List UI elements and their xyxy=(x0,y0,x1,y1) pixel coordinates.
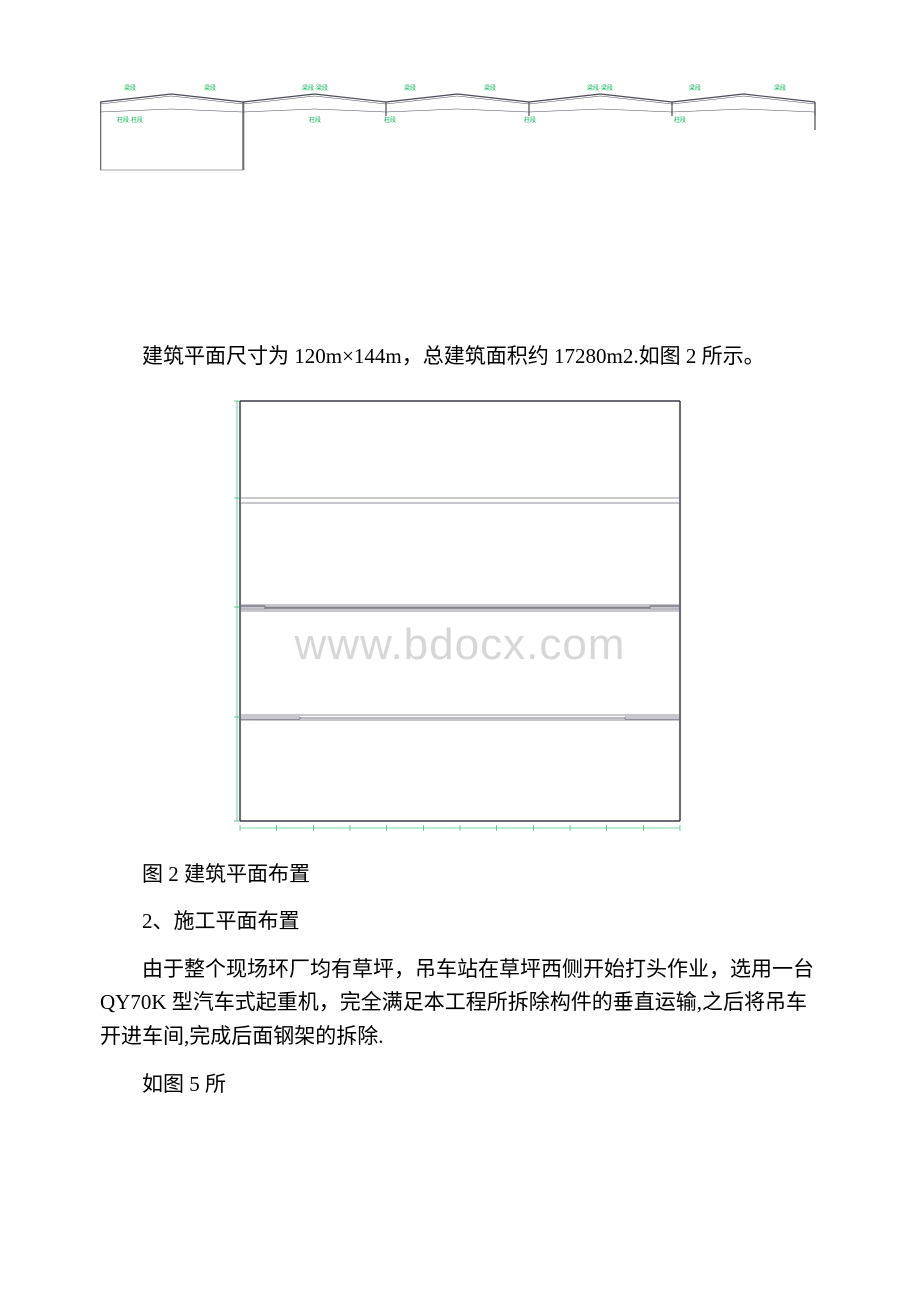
paragraph-figure5: 如图 5 所 xyxy=(100,1068,820,1102)
svg-text:梁段: 梁段 xyxy=(689,84,701,92)
svg-text:梁段: 梁段 xyxy=(204,84,216,92)
svg-text:梁段: 梁段 xyxy=(404,84,416,92)
svg-text:梁段: 梁段 xyxy=(124,84,136,92)
paragraph-dimensions: 建筑平面尺寸为 120m×144m，总建筑面积约 17280m2.如图 2 所示… xyxy=(100,340,820,374)
plan-diagram-container xyxy=(230,388,690,848)
svg-text:柱段: 柱段 xyxy=(524,116,536,124)
elevation-diagram: 梁段 梁段 梁段·梁段 梁段 梁段 梁段·梁段 梁段 梁段柱段·柱段 柱段 柱段 柱段 柱段 xyxy=(100,80,820,280)
paragraph-construction: 由于整个现场环厂均有草坪，吊车站在草坪西侧开始打头作业，选用一台 QY70K 型… xyxy=(100,953,820,1054)
svg-text:柱段: 柱段 xyxy=(309,116,321,124)
plan-diagram xyxy=(230,388,690,848)
svg-text:梁段: 梁段 xyxy=(484,84,496,92)
figure2-caption: 图 2 建筑平面布置 xyxy=(100,858,820,892)
svg-text:梁段·梁段: 梁段·梁段 xyxy=(587,84,613,92)
svg-text:柱段·柱段: 柱段·柱段 xyxy=(117,116,143,124)
svg-text:柱段: 柱段 xyxy=(674,116,686,124)
svg-text:梁段: 梁段 xyxy=(774,84,786,92)
section2-heading: 2、施工平面布置 xyxy=(100,905,820,939)
document-page: 梁段 梁段 梁段·梁段 梁段 梁段 梁段·梁段 梁段 梁段柱段·柱段 柱段 柱段 柱段 柱段 建筑平面… xyxy=(0,0,920,1185)
elevation-diagram-container: 梁段 梁段 梁段·梁段 梁段 梁段 梁段·梁段 梁段 梁段柱段·柱段 柱段 柱段 柱段 柱段 xyxy=(100,80,820,280)
svg-text:柱段: 柱段 xyxy=(384,116,396,124)
svg-text:梁段·梁段: 梁段·梁段 xyxy=(302,84,328,92)
